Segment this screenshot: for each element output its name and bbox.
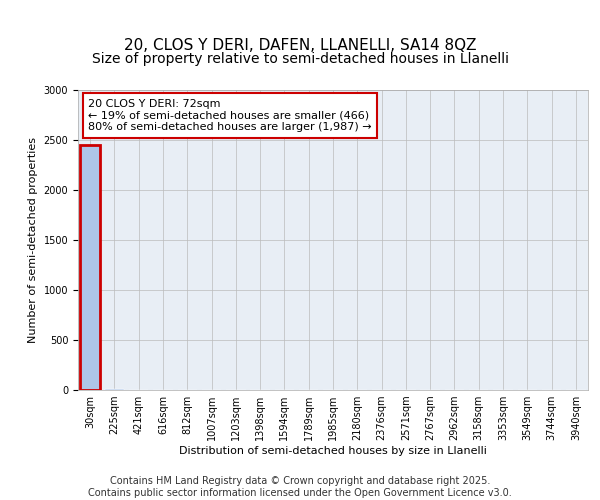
- Y-axis label: Number of semi-detached properties: Number of semi-detached properties: [28, 137, 38, 343]
- X-axis label: Distribution of semi-detached houses by size in Llanelli: Distribution of semi-detached houses by …: [179, 446, 487, 456]
- Bar: [105, 389, 124, 390]
- Text: Contains HM Land Registry data © Crown copyright and database right 2025.
Contai: Contains HM Land Registry data © Crown c…: [88, 476, 512, 498]
- Bar: [80, 144, 100, 390]
- Text: 20, CLOS Y DERI, DAFEN, LLANELLI, SA14 8QZ: 20, CLOS Y DERI, DAFEN, LLANELLI, SA14 8…: [124, 38, 476, 52]
- Text: Size of property relative to semi-detached houses in Llanelli: Size of property relative to semi-detach…: [91, 52, 509, 66]
- Text: 20 CLOS Y DERI: 72sqm
← 19% of semi-detached houses are smaller (466)
80% of sem: 20 CLOS Y DERI: 72sqm ← 19% of semi-deta…: [88, 99, 372, 132]
